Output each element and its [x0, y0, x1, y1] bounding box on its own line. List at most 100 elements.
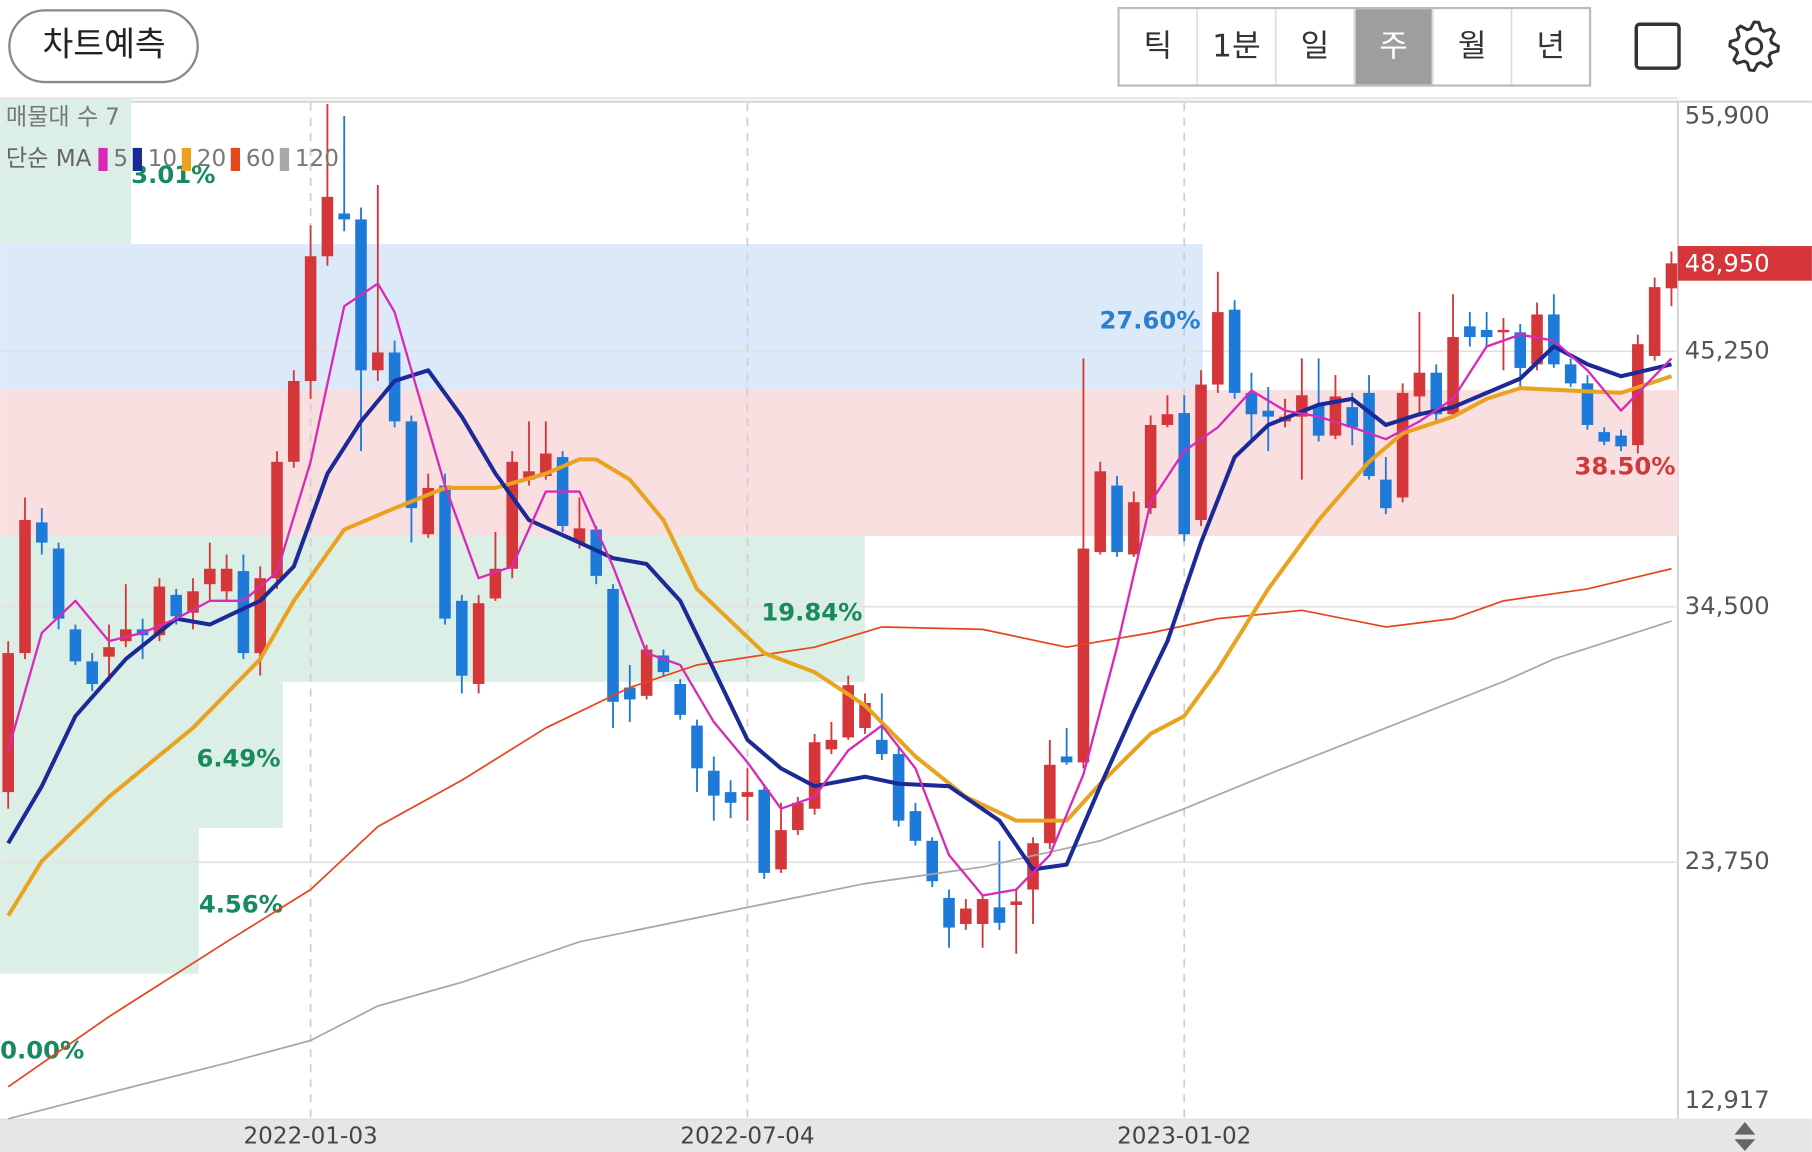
ma-line	[7, 567, 1672, 1088]
candle-body	[1128, 502, 1140, 555]
candle-body	[1480, 329, 1493, 338]
candle-body	[825, 739, 838, 750]
candle-body	[1094, 471, 1107, 553]
candle-body	[103, 647, 115, 657]
candle-body	[1497, 329, 1510, 333]
candle-body	[775, 830, 787, 870]
period-label[interactable]: 월	[1458, 28, 1487, 64]
candle-body	[456, 600, 468, 676]
predict-button[interactable]	[8, 9, 199, 84]
legend-label: 20	[197, 146, 226, 172]
y-tick-label: 55,900	[1685, 101, 1770, 130]
predict-button-label[interactable]: 차트예측	[42, 25, 165, 64]
volume-band-label: 19.84%	[761, 598, 862, 627]
x-axis-strip	[0, 1118, 1812, 1152]
period-label[interactable]: 일	[1301, 28, 1330, 64]
volume-band-label: 38.50%	[1575, 452, 1676, 481]
volume-band-label: 3.01%	[131, 160, 215, 189]
candle-body	[187, 591, 199, 613]
volume-band-label: 0.00%	[0, 1035, 84, 1064]
candle-body	[1413, 372, 1426, 397]
candle-body	[1548, 314, 1560, 365]
scroll-down-icon[interactable]	[1734, 1139, 1756, 1151]
period-label[interactable]: 년	[1536, 28, 1565, 64]
candle-body	[573, 528, 586, 543]
last-price-tag	[1677, 246, 1812, 281]
last-price-label: 48,950	[1685, 249, 1770, 278]
candle-body	[1077, 548, 1090, 763]
candle-body	[1044, 764, 1056, 844]
ma-line	[7, 282, 1673, 897]
candle-body	[489, 568, 502, 599]
period-label[interactable]: 주	[1379, 28, 1408, 64]
candle-body	[724, 792, 737, 803]
fullscreen-icon[interactable]	[1634, 22, 1681, 70]
period-button[interactable]	[1276, 9, 1354, 85]
candle-body	[976, 899, 989, 925]
candle-body	[792, 802, 804, 831]
candle-body	[540, 453, 552, 477]
candle-body	[1447, 337, 1459, 415]
volume-band	[0, 244, 1203, 391]
candle-body	[640, 649, 653, 696]
legend-swatch	[230, 147, 241, 172]
candle-body	[1396, 392, 1409, 498]
candle-body	[993, 907, 1006, 923]
candle-body	[271, 461, 283, 579]
settings-icon[interactable]	[1728, 20, 1780, 72]
candle-body	[472, 603, 485, 684]
period-button[interactable]	[1434, 9, 1511, 85]
period-button[interactable]	[1355, 9, 1432, 85]
candle-body	[590, 529, 602, 576]
candle-body	[876, 739, 888, 755]
candle-body	[943, 897, 955, 928]
candle-body	[170, 594, 182, 617]
candle-body	[708, 770, 720, 796]
candle-body	[1111, 485, 1123, 553]
candle-body	[1581, 383, 1594, 425]
ma-line	[7, 620, 1672, 1120]
candle-body	[909, 811, 922, 841]
volume-band-label: 27.60%	[1100, 306, 1201, 335]
candle-body	[1615, 435, 1627, 447]
candle-body	[204, 568, 216, 585]
candle-body	[52, 548, 65, 619]
candle-body	[1060, 756, 1073, 763]
candle-body	[741, 792, 754, 797]
candle-body	[405, 421, 418, 509]
candle-body	[1531, 314, 1543, 365]
candle-body	[1296, 395, 1308, 417]
candle-body	[523, 471, 535, 480]
candle-body	[338, 213, 350, 220]
volume-band-label: 4.56%	[199, 889, 283, 918]
scroll-up-icon[interactable]	[1734, 1121, 1756, 1135]
y-tick-label: 34,500	[1685, 591, 1770, 620]
candle-body	[86, 661, 98, 684]
period-button[interactable]	[1198, 9, 1275, 85]
candle-body	[1346, 407, 1359, 428]
period-button[interactable]	[1119, 9, 1197, 85]
legend-swatch	[98, 147, 108, 172]
candle-body	[1245, 392, 1258, 415]
candle-body	[304, 256, 317, 382]
candle-body	[926, 840, 939, 882]
legend-label: 5	[113, 146, 128, 172]
candle-body	[254, 578, 266, 654]
candle-body	[624, 687, 636, 700]
candle-body	[237, 571, 250, 654]
volume-profile-legend: 매물대 수	[6, 104, 98, 130]
period-label[interactable]: 1분	[1212, 28, 1261, 64]
volume-profile-count: 7	[105, 104, 120, 130]
candle-body	[506, 461, 518, 569]
period-button[interactable]	[1512, 9, 1589, 85]
legend-swatch	[279, 147, 290, 172]
settings-icon-hub[interactable]	[1745, 37, 1764, 56]
candle-body	[1312, 404, 1325, 436]
legend-swatch	[181, 147, 192, 172]
x-tick-label: 2022-01-03	[244, 1123, 378, 1149]
period-label[interactable]: 틱	[1144, 28, 1173, 64]
candle-body	[1329, 396, 1342, 436]
x-tick-label: 2023-01-02	[1117, 1123, 1251, 1149]
